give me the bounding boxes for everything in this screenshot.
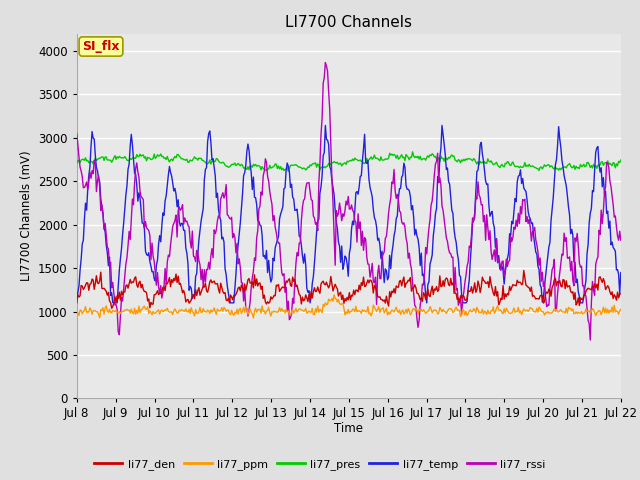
- li77_temp: [73, 300, 81, 306]
- li77_pres: [606, 160, 614, 166]
- li77_pres: [369, 156, 376, 162]
- Y-axis label: LI7700 Channels (mV): LI7700 Channels (mV): [20, 151, 33, 281]
- li77_temp: [367, 189, 375, 195]
- li77_den: [520, 268, 527, 274]
- li77_pres: [617, 157, 625, 163]
- li77_ppm: [250, 315, 257, 321]
- li77_temp: [335, 239, 342, 245]
- li77_rssi: [606, 178, 614, 184]
- li77_den: [398, 283, 406, 289]
- li77_temp: [332, 207, 339, 213]
- Line: li77_ppm: li77_ppm: [77, 295, 621, 318]
- li77_den: [108, 305, 116, 311]
- li77_rssi: [586, 337, 594, 343]
- Line: li77_rssi: li77_rssi: [77, 62, 621, 340]
- li77_rssi: [617, 237, 625, 243]
- li77_ppm: [521, 307, 529, 313]
- li77_den: [73, 296, 81, 302]
- li77_temp: [438, 122, 446, 128]
- li77_ppm: [399, 307, 406, 313]
- Line: li77_temp: li77_temp: [77, 125, 621, 303]
- li77_temp: [520, 185, 527, 191]
- li77_rssi: [73, 131, 81, 136]
- li77_pres: [398, 152, 406, 157]
- X-axis label: Time: Time: [334, 422, 364, 435]
- li77_rssi: [332, 208, 340, 214]
- li77_pres: [73, 160, 81, 166]
- li77_den: [369, 280, 376, 286]
- li77_temp: [617, 270, 625, 276]
- li77_pres: [409, 149, 417, 155]
- li77_ppm: [369, 302, 377, 308]
- li77_den: [521, 275, 529, 281]
- li77_den: [332, 284, 340, 290]
- li77_rssi: [369, 261, 376, 266]
- Title: LI7700 Channels: LI7700 Channels: [285, 15, 412, 30]
- Legend: li77_den, li77_ppm, li77_pres, li77_temp, li77_rssi: li77_den, li77_ppm, li77_pres, li77_temp…: [90, 455, 550, 474]
- li77_temp: [605, 225, 612, 231]
- li77_den: [617, 291, 625, 297]
- li77_den: [606, 289, 614, 295]
- li77_rssi: [520, 198, 527, 204]
- li77_pres: [284, 168, 292, 174]
- li77_rssi: [398, 219, 406, 225]
- li77_pres: [521, 160, 529, 166]
- li77_ppm: [333, 299, 341, 305]
- Line: li77_den: li77_den: [77, 271, 621, 308]
- li77_rssi: [336, 200, 344, 206]
- li77_ppm: [73, 311, 81, 317]
- li77_pres: [336, 161, 344, 167]
- li77_ppm: [330, 292, 338, 298]
- li77_ppm: [606, 308, 614, 313]
- li77_ppm: [617, 307, 625, 312]
- li77_den: [336, 290, 344, 296]
- li77_temp: [397, 186, 404, 192]
- Text: SI_flx: SI_flx: [82, 40, 120, 53]
- li77_pres: [332, 160, 340, 166]
- li77_ppm: [337, 301, 344, 307]
- Line: li77_pres: li77_pres: [77, 152, 621, 171]
- li77_rssi: [321, 60, 329, 65]
